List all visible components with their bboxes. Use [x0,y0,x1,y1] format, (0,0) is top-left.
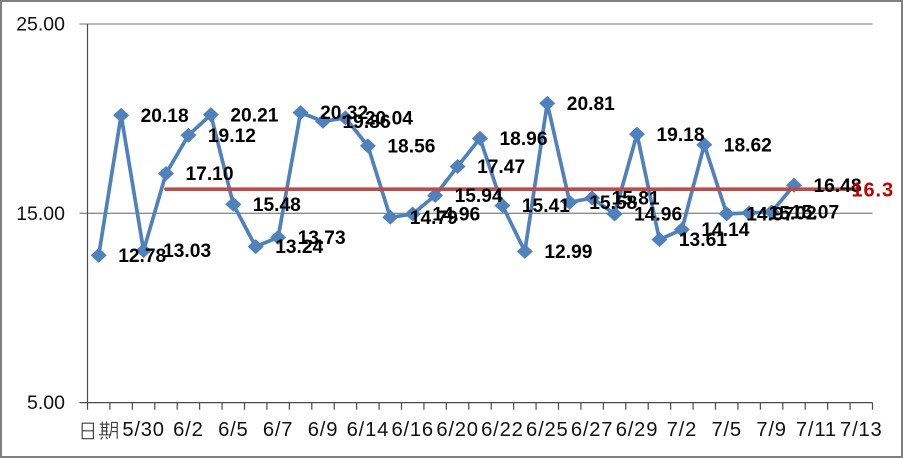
svg-text:7/2: 7/2 [667,419,697,441]
svg-text:14.79: 14.79 [410,208,458,229]
svg-text:19.86: 19.86 [343,112,391,133]
svg-text:25.00: 25.00 [16,14,65,36]
svg-text:7/11: 7/11 [796,419,837,441]
svg-text:12.99: 12.99 [544,242,592,263]
svg-text:13.61: 13.61 [679,230,727,251]
svg-text:6/29: 6/29 [616,419,659,441]
svg-text:18.62: 18.62 [724,135,772,156]
svg-text:6/2: 6/2 [173,419,203,441]
svg-text:15.41: 15.41 [522,196,570,217]
svg-text:6/20: 6/20 [436,419,479,441]
svg-text:6/25: 6/25 [526,419,569,441]
svg-text:16.3: 16.3 [852,180,895,202]
svg-text:20.18: 20.18 [141,106,189,127]
svg-text:14.97: 14.97 [746,205,794,226]
svg-text:5.00: 5.00 [27,392,65,414]
svg-text:13.03: 13.03 [163,241,211,262]
svg-text:13.24: 13.24 [275,237,323,258]
svg-text:7/5: 7/5 [711,419,741,441]
svg-text:19.18: 19.18 [657,125,705,146]
svg-text:6/27: 6/27 [571,419,614,441]
svg-text:15.00: 15.00 [16,203,65,225]
svg-text:15.07: 15.07 [791,203,839,224]
svg-text:7/13: 7/13 [840,419,883,441]
svg-text:20.81: 20.81 [567,94,615,115]
svg-text:18.56: 18.56 [387,137,435,158]
svg-text:15.81: 15.81 [612,189,660,210]
svg-text:6/16: 6/16 [391,419,434,441]
svg-text:7/9: 7/9 [756,419,786,441]
svg-text:6/7: 6/7 [263,419,293,441]
svg-text:6/5: 6/5 [218,419,248,441]
svg-text:14.96: 14.96 [634,205,682,226]
svg-text:19.12: 19.12 [208,126,256,147]
svg-text:5/30: 5/30 [122,419,165,441]
svg-text:15.94: 15.94 [455,186,503,207]
svg-text:17.47: 17.47 [477,157,525,178]
svg-text:15.48: 15.48 [253,195,301,216]
svg-text:6/9: 6/9 [308,419,338,441]
svg-text:14.96: 14.96 [432,205,480,226]
svg-text:20.32: 20.32 [320,103,368,124]
svg-text:18.96: 18.96 [500,129,548,150]
svg-text:15.58: 15.58 [589,193,637,214]
svg-text:17.10: 17.10 [186,164,234,185]
svg-text:6/14: 6/14 [347,419,390,441]
svg-text:6/22: 6/22 [481,419,524,441]
svg-text:15.02: 15.02 [769,204,817,225]
svg-text:20.04: 20.04 [365,109,413,130]
svg-text:16.48: 16.48 [814,176,862,197]
svg-text:12.78: 12.78 [118,246,166,267]
svg-text:14.14: 14.14 [701,220,749,241]
svg-text:13.73: 13.73 [298,228,346,249]
svg-text:20.21: 20.21 [230,105,278,126]
